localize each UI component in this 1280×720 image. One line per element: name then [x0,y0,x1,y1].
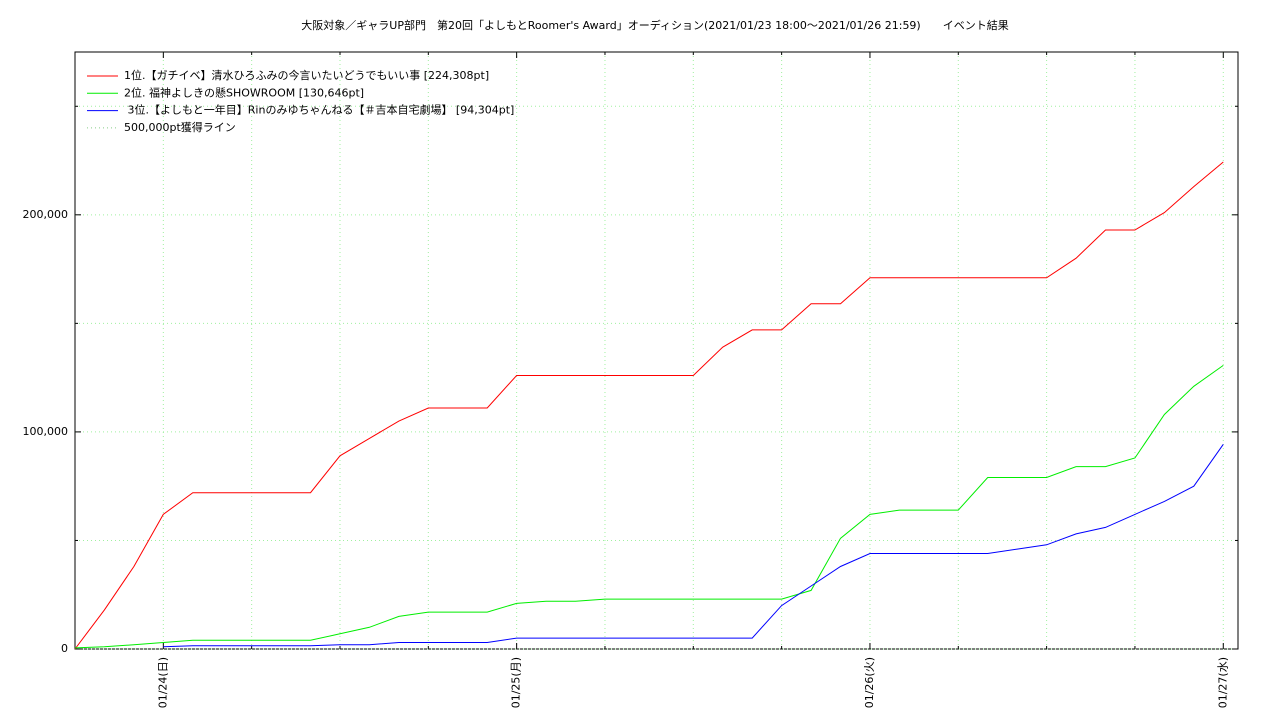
y-tick-label: 100,000 [23,425,69,438]
x-tick-label: 01/27(水) [1216,657,1229,708]
plot-frame [74,51,1239,650]
legend-label: 3位.【よしもと一年目】Rinのみゆちゃんねる【＃吉本自宅劇場】 [94,304… [124,103,514,117]
chart-title: 大阪対象／ギャラUP部門 第20回「よしもとRoomer's Award」オーデ… [301,18,1008,32]
y-tick-label: 0 [61,642,68,655]
legend-label: 2位. 福神よしきの懸SHOWROOM [130,646pt] [124,85,364,99]
legend-label: 1位.【ガチイベ】清水ひろふみの今言いたいどうでもいい事 [224,308pt] [124,68,489,82]
x-tick-label: 01/25(月) [510,657,523,708]
series-line [74,364,1224,649]
x-tick-label: 01/26(火) [863,657,876,708]
series-line [74,161,1224,650]
series-line [163,444,1224,648]
legend-label: 500,000pt獲得ライン [124,121,236,134]
y-tick-label: 200,000 [23,208,69,221]
x-tick-label: 01/24(日) [156,657,169,708]
